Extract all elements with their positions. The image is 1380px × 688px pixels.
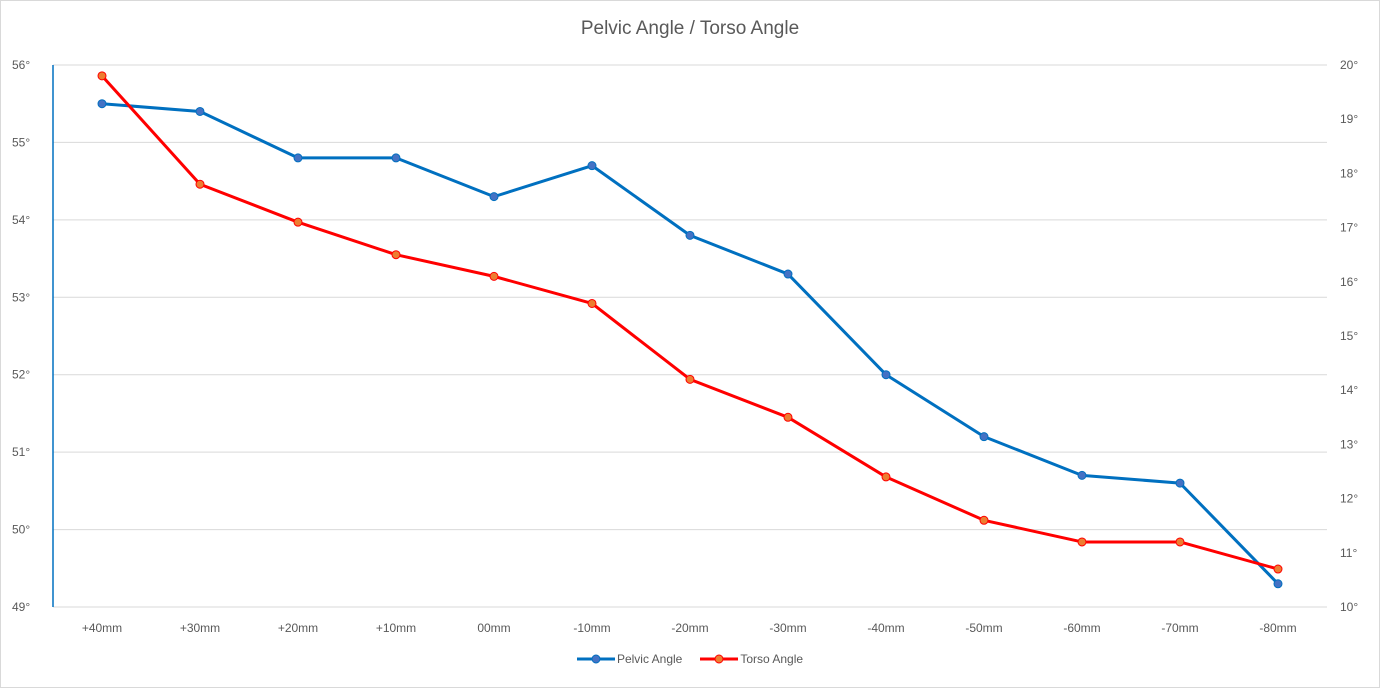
data-point[interactable] [97,71,107,81]
data-point[interactable] [1273,579,1283,589]
x-axis-tick: -20mm [671,621,708,635]
left-axis-tick: 52° [12,368,30,382]
left-axis-tick: 49° [12,600,30,614]
right-axis-tick: 17° [1340,221,1358,235]
legend-item-pelvic[interactable]: Pelvic Angle [576,652,683,666]
data-point[interactable] [979,432,989,442]
x-axis-tick: 00mm [477,621,510,635]
x-axis-tick: +30mm [180,621,220,635]
data-point[interactable] [587,161,597,171]
data-point[interactable] [97,99,107,109]
x-axis-tick: +10mm [376,621,416,635]
data-point[interactable] [1077,537,1087,547]
legend-label-pelvic: Pelvic Angle [616,652,683,666]
data-point[interactable] [489,271,499,281]
data-point[interactable] [881,370,891,380]
x-axis-tick: -10mm [573,621,610,635]
legend: Pelvic Angle Torso Angle [0,652,1380,666]
left-axis-tick: 56° [12,58,30,72]
x-axis-tick: -60mm [1063,621,1100,635]
x-axis-tick: -30mm [769,621,806,635]
data-point[interactable] [685,230,695,240]
data-point[interactable] [1273,564,1283,574]
data-point[interactable] [783,269,793,279]
data-point[interactable] [783,412,793,422]
data-point[interactable] [1175,478,1185,488]
left-axis-tick: 51° [12,445,30,459]
x-axis-tick: +20mm [278,621,318,635]
x-axis-tick: -50mm [965,621,1002,635]
right-axis-tick: 10° [1340,600,1358,614]
data-point[interactable] [293,153,303,163]
right-axis-tick: 12° [1340,492,1358,506]
left-axis-tick: 55° [12,135,30,149]
data-point[interactable] [195,179,205,189]
data-point[interactable] [1077,470,1087,480]
series-line-pelvic-angle [101,102,1280,585]
chart-title: Pelvic Angle / Torso Angle [580,18,800,39]
data-point[interactable] [391,250,401,260]
data-point[interactable] [293,217,303,227]
left-axis-tick: 53° [12,290,30,304]
data-point[interactable] [685,374,695,384]
data-point[interactable] [587,298,597,308]
left-axis-tick: 54° [12,213,30,227]
x-axis-tick: -40mm [867,621,904,635]
right-axis-tick: 15° [1340,329,1358,343]
x-axis-tick: +40mm [82,621,122,635]
right-axis-tick: 11° [1340,546,1357,560]
data-point[interactable] [881,472,891,482]
data-point[interactable] [979,515,989,525]
right-axis-tick: 13° [1340,437,1358,451]
x-axis-tick: -70mm [1161,621,1198,635]
data-point[interactable] [195,106,205,116]
data-point[interactable] [391,153,401,163]
data-point[interactable] [1175,537,1185,547]
right-axis-tick: 14° [1340,383,1358,397]
data-point[interactable] [489,192,499,202]
left-axis-tick: 50° [12,523,30,537]
right-axis-tick: 19° [1340,112,1358,126]
legend-item-torso[interactable]: Torso Angle [700,652,803,666]
torso-line-marker-icon [700,654,739,664]
x-axis-tick: -80mm [1259,621,1296,635]
legend-label-torso: Torso Angle [740,652,804,666]
right-axis-tick: 18° [1340,166,1358,180]
right-axis-tick: 16° [1340,275,1358,289]
right-axis-tick: 20° [1340,58,1358,72]
pelvic-line-marker-icon [576,654,615,664]
